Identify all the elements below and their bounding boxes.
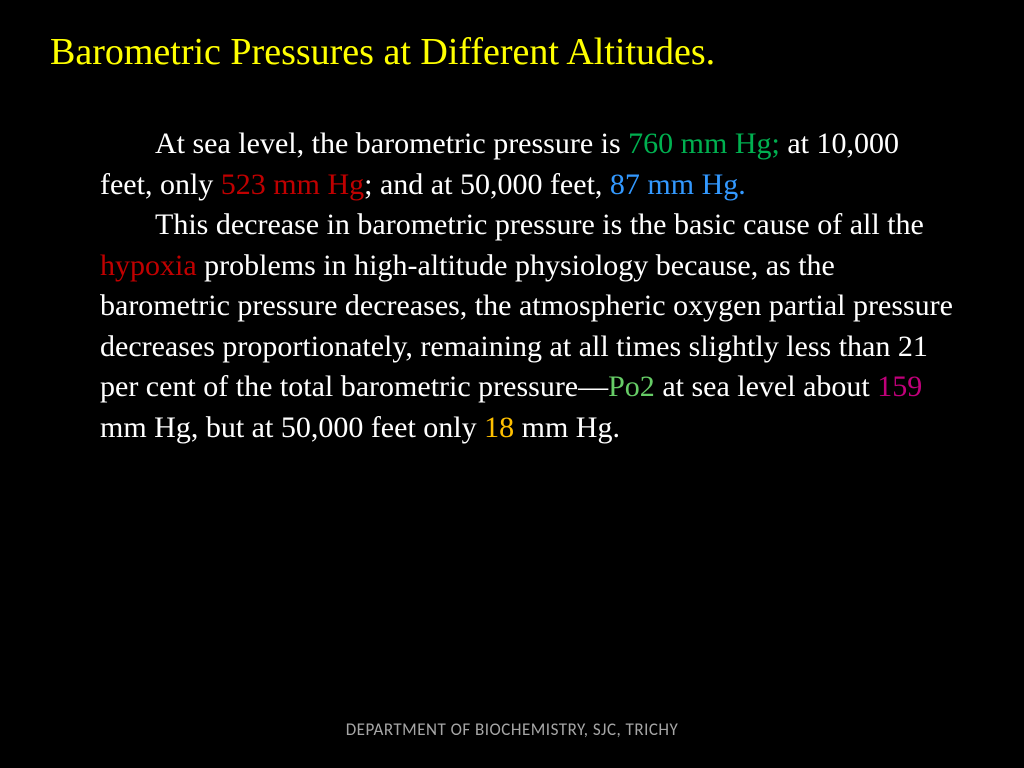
text-run: At sea level, the barometric pressure is bbox=[155, 127, 628, 160]
text-run-po2: Po2 bbox=[608, 370, 655, 403]
slide-footer: DEPARTMENT OF BIOCHEMISTRY, SJC, TRICHY bbox=[0, 719, 1024, 740]
text-run-po2-sealevel: 159 bbox=[877, 370, 922, 403]
text-run-pressure-50000ft: 87 mm Hg. bbox=[610, 168, 746, 201]
text-run-pressure-sealevel: 760 mm Hg; bbox=[628, 127, 780, 160]
text-run-pressure-10000ft: 523 mm Hg bbox=[221, 168, 364, 201]
slide: Barometric Pressures at Different Altitu… bbox=[0, 0, 1024, 768]
text-run: mm Hg. bbox=[514, 411, 620, 444]
text-run: at sea level about bbox=[655, 370, 877, 403]
text-run-po2-50000ft: 18 bbox=[484, 411, 514, 444]
text-run: This decrease in barometric pressure is … bbox=[155, 208, 924, 241]
paragraph-1: At sea level, the barometric pressure is… bbox=[100, 124, 954, 205]
slide-title: Barometric Pressures at Different Altitu… bbox=[50, 30, 974, 74]
text-run-hypoxia: hypoxia bbox=[100, 249, 197, 282]
text-run: mm Hg, but at 50,000 feet only bbox=[100, 411, 484, 444]
slide-body: At sea level, the barometric pressure is… bbox=[100, 124, 954, 448]
text-run: ; and at 50,000 feet, bbox=[364, 168, 610, 201]
paragraph-2: This decrease in barometric pressure is … bbox=[100, 205, 954, 448]
